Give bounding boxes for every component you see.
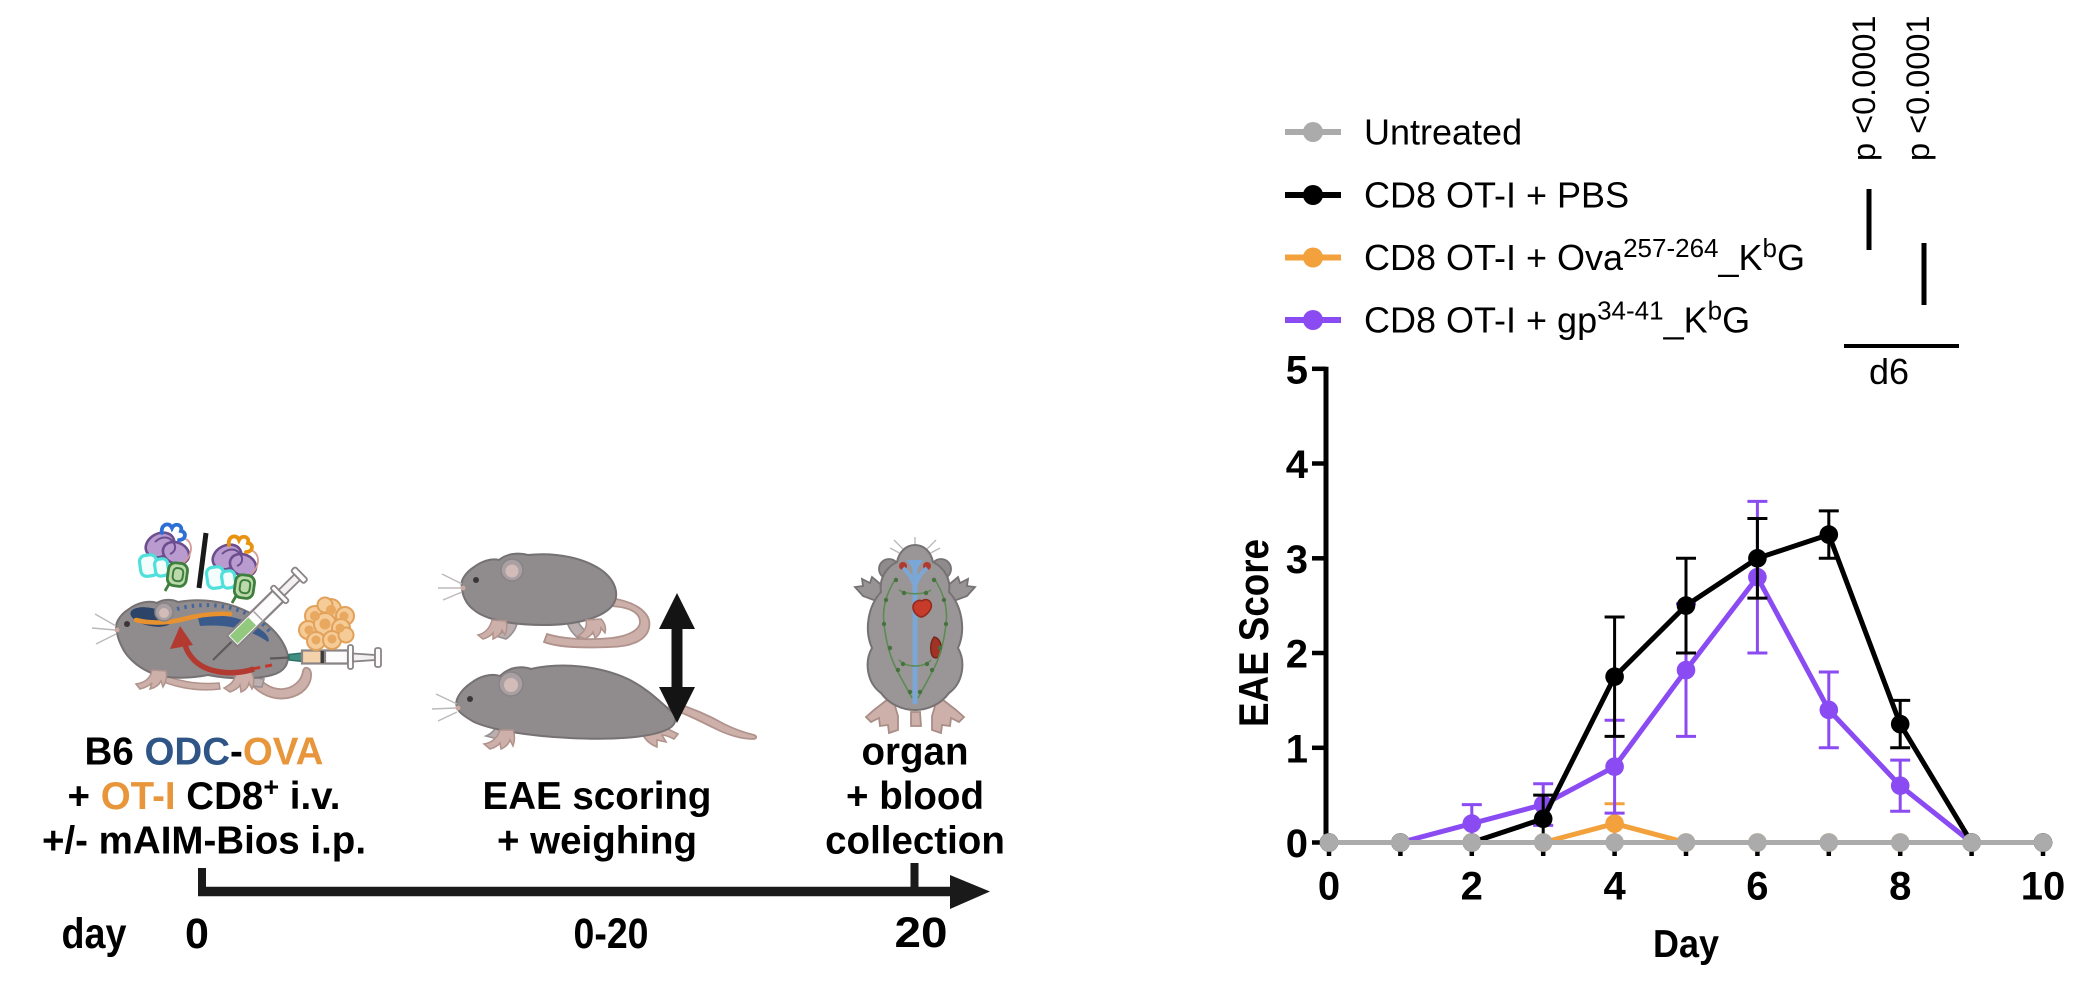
svg-text:p <0.0001: p <0.0001 (1900, 16, 1936, 162)
svg-text:+ weighing: + weighing (497, 820, 697, 863)
svg-text:3: 3 (1286, 538, 1308, 582)
svg-text:EAE Score: EAE Score (1230, 539, 1277, 727)
svg-text:2: 2 (1461, 865, 1483, 909)
svg-text:Untreated: Untreated (1364, 112, 1522, 153)
svg-text:p <0.0001: p <0.0001 (1846, 16, 1882, 162)
svg-text:2: 2 (1286, 633, 1308, 677)
svg-text:4: 4 (1603, 865, 1626, 909)
svg-text:20: 20 (895, 909, 948, 957)
svg-text:6: 6 (1746, 865, 1768, 909)
svg-text:Day: Day (1653, 923, 1719, 966)
svg-text:+ OT-I CD8+ i.v.: + OT-I CD8+ i.v. (68, 772, 341, 818)
svg-text:0: 0 (1286, 822, 1308, 866)
svg-text:1: 1 (1286, 728, 1308, 772)
svg-text:collection: collection (825, 820, 1005, 863)
svg-text:0: 0 (185, 910, 209, 958)
svg-text:CD8 OT-I + gp34-41_KbG: CD8 OT-I + gp34-41_KbG (1364, 296, 1750, 341)
svg-text:0: 0 (1318, 865, 1340, 909)
svg-text:EAE scoring: EAE scoring (483, 775, 712, 818)
svg-text:CD8 OT-I + Ova257-264_KbG: CD8 OT-I + Ova257-264_KbG (1364, 233, 1805, 278)
svg-text:+ blood: + blood (846, 775, 984, 818)
svg-text:day: day (62, 910, 127, 958)
svg-text:d6: d6 (1869, 351, 1909, 392)
svg-text:0-20: 0-20 (574, 910, 649, 958)
svg-text:5: 5 (1286, 349, 1308, 393)
svg-text:B6 ODC-OVA: B6 ODC-OVA (85, 731, 324, 774)
svg-text:organ: organ (862, 731, 969, 774)
svg-text:8: 8 (1889, 865, 1911, 909)
svg-text:10: 10 (2021, 865, 2066, 909)
svg-text:CD8 OT-I + PBS: CD8 OT-I + PBS (1364, 175, 1629, 216)
svg-text:4: 4 (1286, 443, 1309, 487)
svg-text:+/- mAIM-Bios i.p.: +/- mAIM-Bios i.p. (42, 820, 366, 863)
